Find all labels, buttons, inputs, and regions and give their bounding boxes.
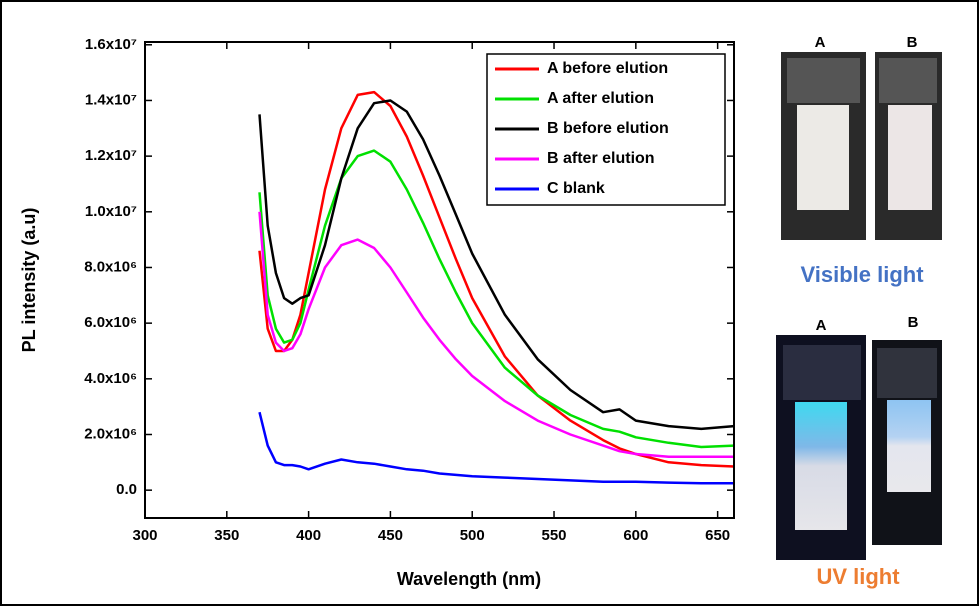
x-axis-label: Wavelength (nm) [397, 569, 541, 589]
y-tick-label: 4.0x10⁶ [84, 370, 137, 387]
photo-label-area [783, 345, 861, 400]
photo-label-area [877, 348, 937, 398]
series-line [258, 149, 735, 449]
y-tick-label: 6.0x10⁶ [84, 314, 137, 331]
x-tick-label: 300 [132, 527, 157, 544]
series-line [258, 211, 734, 459]
legend-label: B before elution [547, 120, 669, 137]
photo-label-area [787, 58, 860, 103]
strip [797, 105, 849, 210]
x-tick-label: 550 [542, 527, 567, 544]
photo-label: A [815, 34, 826, 51]
strip [795, 402, 847, 530]
x-tick-label: 350 [214, 527, 239, 544]
legend-label: A after elution [547, 90, 654, 107]
y-tick-label: 1.2x10⁷ [85, 147, 137, 164]
x-tick-label: 500 [460, 527, 485, 544]
photo-label: A [816, 317, 827, 334]
legend-label: B after elution [547, 150, 655, 167]
y-tick-label: 0.0 [116, 481, 137, 498]
photo-label: B [907, 34, 918, 51]
photo-visible [781, 52, 942, 240]
plot-frame [144, 41, 735, 519]
y-axis-label: PL intensity (a.u) [19, 208, 39, 353]
y-tick-label: 1.4x10⁷ [85, 91, 137, 108]
x-tick-label: 450 [378, 527, 403, 544]
x-tick-label: 400 [296, 527, 321, 544]
photo-uv [776, 335, 942, 560]
y-tick-label: 1.6x10⁷ [85, 36, 137, 53]
y-tick-label: 8.0x10⁶ [84, 258, 137, 275]
legend-label: A before elution [547, 60, 668, 77]
y-tick-label: 1.0x10⁷ [85, 203, 137, 220]
series-line [258, 99, 735, 431]
photo-caption: UV light [816, 564, 900, 589]
strip [887, 400, 931, 492]
x-tick-label: 650 [705, 527, 730, 544]
x-tick-label: 600 [623, 527, 648, 544]
photo-label-area [879, 58, 937, 103]
y-tick-label: 2.0x10⁶ [84, 425, 137, 442]
strip [888, 105, 932, 210]
series-line [258, 411, 734, 485]
legend: A before elution A after elution B before … [486, 53, 726, 206]
photo-label: B [908, 314, 919, 331]
legend-label: C blank [547, 180, 605, 197]
photo-caption: Visible light [800, 262, 924, 287]
